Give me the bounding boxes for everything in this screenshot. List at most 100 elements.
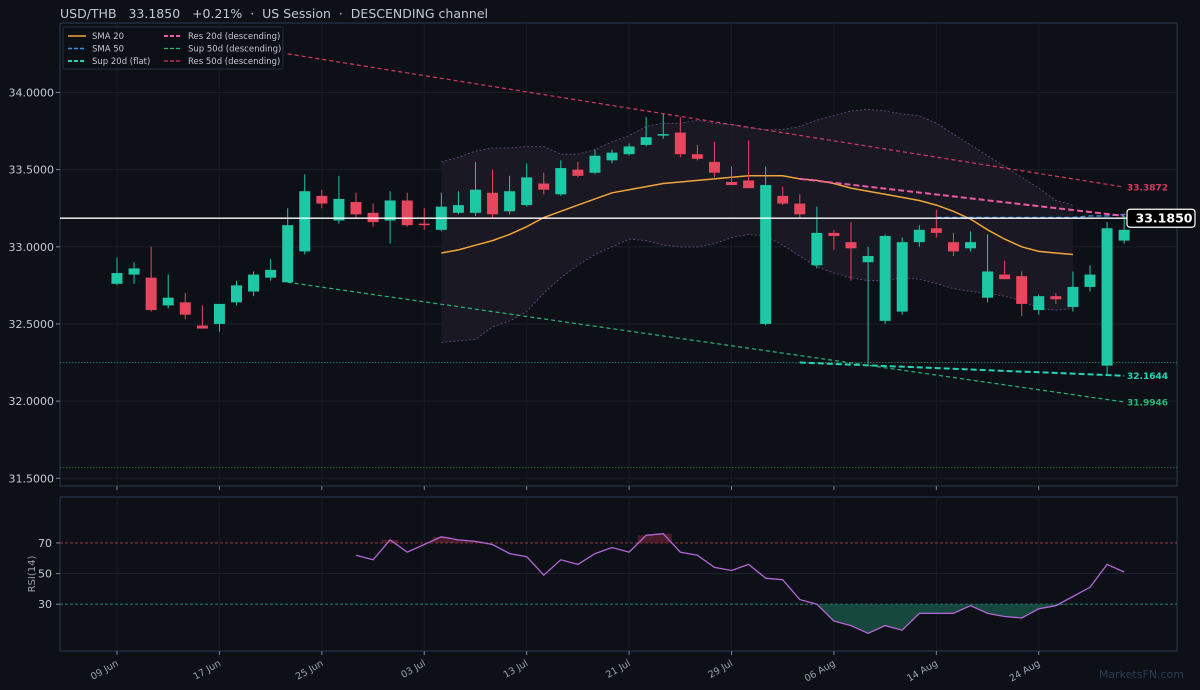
candle-body [282, 225, 294, 283]
x-tick-label: 14 Aug [905, 658, 940, 684]
candle [230, 280, 242, 306]
legend-label: Res 50d (descending) [188, 57, 280, 67]
rsi-overbought-fill [466, 541, 485, 543]
candle [418, 208, 430, 230]
x-tick-label: 06 Aug [803, 658, 838, 684]
candle [265, 259, 277, 281]
session-label: US Session [262, 6, 331, 21]
candle-body [1050, 296, 1062, 300]
candle [965, 231, 976, 252]
candle [999, 260, 1011, 280]
candle-body [777, 195, 789, 204]
candle-body [760, 185, 772, 324]
price-tick-label: 31.5000 [9, 472, 55, 485]
rsi-overbought-fill [637, 535, 655, 543]
price-label: 33.1850 [128, 6, 181, 21]
candle-body [589, 155, 601, 173]
candle [879, 234, 891, 324]
candle-body [1033, 296, 1045, 311]
x-tick-label: 25 Jun [294, 658, 325, 683]
candle [316, 189, 328, 209]
candle-body [1101, 228, 1113, 366]
rsi-overbought-fill [432, 536, 450, 543]
candle-body [504, 191, 516, 212]
candle [862, 246, 874, 365]
rsi-tick-label: 70 [38, 537, 52, 550]
candle [623, 143, 635, 156]
rsi-overbought-fill [654, 533, 672, 543]
candle [145, 246, 157, 312]
current-price-label: 33.1850 [1136, 211, 1193, 226]
candle [896, 237, 908, 315]
candle [1067, 271, 1079, 312]
candle-body [367, 212, 379, 223]
series-sup-20d-flat [799, 361, 1125, 377]
candle [196, 305, 208, 329]
candle [828, 229, 840, 250]
legend-label: SMA 50 [92, 45, 124, 55]
candle [1033, 294, 1045, 315]
legend-label: Sup 20d (flat) [92, 57, 150, 67]
watermark: MarketsFN.com [1098, 668, 1184, 681]
candle [350, 192, 362, 220]
candle-body [401, 200, 413, 226]
candle [845, 222, 857, 281]
candle-body [828, 232, 840, 236]
candle [299, 174, 311, 255]
candle [930, 209, 942, 238]
candle-body [1016, 276, 1028, 304]
candle-body [708, 161, 720, 173]
x-tick-label: 29 Jul [707, 658, 736, 681]
candle-body [879, 235, 891, 321]
legend-label: Res 20d (descending) [188, 32, 280, 42]
candle-body [299, 191, 311, 252]
candle-body [1084, 274, 1096, 287]
candle-body [743, 180, 755, 189]
candle-body [452, 205, 464, 213]
candle-body [487, 192, 499, 215]
rsi-line [355, 533, 1125, 635]
symbol-label: USD/THB [60, 6, 117, 21]
candle-body [196, 325, 208, 329]
candle [1016, 271, 1028, 317]
candle-body [1118, 229, 1130, 241]
candle [606, 149, 618, 164]
candle-body [111, 273, 123, 284]
candle [674, 117, 686, 158]
candle-body [230, 285, 242, 303]
price-tick-label: 32.5000 [9, 318, 55, 331]
candle-body [947, 242, 959, 252]
separator-1: · [250, 6, 255, 21]
legend: SMA 20 SMA 50 Sup 20d (flat) Res 20d (desce… [62, 26, 284, 70]
candle-body [896, 242, 908, 312]
bollinger-lower [441, 233, 1073, 343]
candle [555, 160, 567, 196]
candle-body [999, 274, 1011, 280]
price-tick-label: 33.5000 [9, 164, 55, 177]
candle-body [657, 134, 669, 136]
candle [179, 293, 191, 320]
candle-body [913, 229, 925, 243]
candle-body [384, 200, 396, 221]
series-res-50d-descending [287, 53, 1125, 188]
candle [248, 271, 260, 297]
candle-body [794, 203, 806, 215]
x-tick-label: 09 Jun [89, 658, 120, 683]
candle [1118, 215, 1130, 244]
end-label: 33.3872 [1127, 184, 1168, 194]
candle-body [606, 152, 618, 161]
chart-header: USD/THB 33.1850 +0.21% · US Session · DE… [60, 6, 488, 21]
candle-body [521, 177, 533, 206]
candle-body [248, 274, 260, 292]
candle-body [179, 302, 191, 315]
candle [589, 149, 601, 175]
separator-2: · [338, 6, 343, 21]
channel-label: DESCENDING channel [350, 6, 489, 21]
candle [691, 144, 703, 161]
candle-body [640, 137, 652, 145]
change-label: +0.21% [192, 6, 243, 21]
candle-body [930, 228, 942, 233]
candle [1050, 293, 1062, 304]
candle [521, 163, 533, 207]
